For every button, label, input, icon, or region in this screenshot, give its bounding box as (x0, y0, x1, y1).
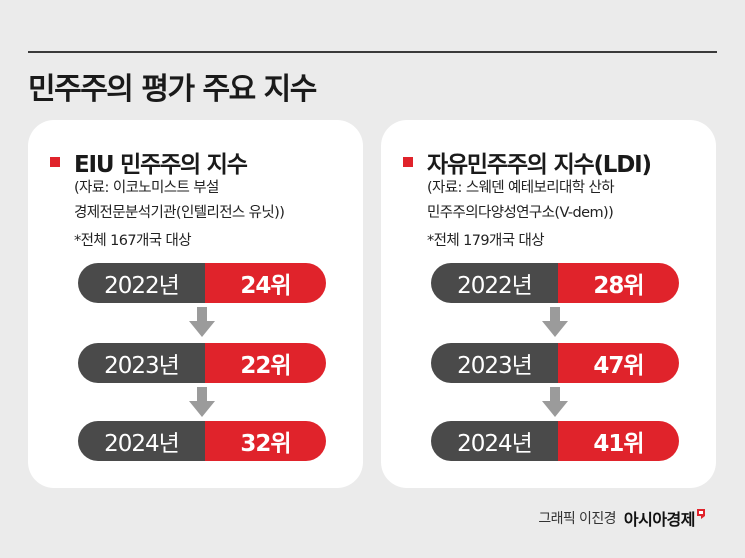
scope-note: *전체 167개국 대상 (74, 233, 192, 249)
source-line: (자료: 이코노미스트 부설 (74, 180, 219, 196)
year-label: 2024년 (78, 421, 205, 461)
rank-row: 2023년 47위 (431, 343, 679, 383)
top-rule (28, 51, 717, 53)
square-bullet (403, 157, 413, 167)
eiu-index-card: EIU 민주주의 지수 (자료: 이코노미스트 부설 경제전문분석기관(인텔리전… (28, 120, 363, 488)
source-text: (자료: 스웨덴 예테보리대학 산하 민주주의다양성연구소(V-dem)) (427, 176, 615, 226)
rank-value: 32위 (205, 421, 326, 461)
rank-row: 2023년 22위 (78, 343, 326, 383)
year-label: 2022년 (78, 263, 205, 303)
graphic-credit: 그래픽 이진경 (538, 511, 616, 527)
source-line: 경제전문분석기관(인텔리전스 유닛)) (74, 205, 285, 221)
rank-row: 2024년 41위 (431, 421, 679, 461)
source-line: 민주주의다양성연구소(V-dem)) (427, 205, 614, 221)
scope-note: *전체 179개국 대상 (427, 233, 545, 249)
card-title: 자유민주주의 지수(LDI) (427, 152, 652, 178)
year-label: 2023년 (78, 343, 205, 383)
page-title: 민주주의 평가 주요 지수 (28, 72, 317, 107)
credit: 그래픽 이진경 아시아경제 (538, 506, 705, 530)
ldi-index-card: 자유민주주의 지수(LDI) (자료: 스웨덴 예테보리대학 산하 민주주의다양… (381, 120, 716, 488)
card-title: EIU 민주주의 지수 (74, 152, 248, 178)
rank-value: 47위 (558, 343, 679, 383)
brand-logo: 아시아경제 (623, 510, 696, 529)
card-header: 자유민주주의 지수(LDI) (403, 145, 652, 179)
down-arrow-icon (189, 307, 215, 337)
year-label: 2023년 (431, 343, 558, 383)
rank-row: 2022년 24위 (78, 263, 326, 303)
rank-value: 24위 (205, 263, 326, 303)
rank-value: 28위 (558, 263, 679, 303)
year-label: 2024년 (431, 421, 558, 461)
rank-row: 2022년 28위 (431, 263, 679, 303)
source-text: (자료: 이코노미스트 부설 경제전문분석기관(인텔리전스 유닛)) (74, 176, 285, 226)
rank-value: 22위 (205, 343, 326, 383)
brand-mark-icon (697, 509, 705, 519)
down-arrow-icon (542, 307, 568, 337)
down-arrow-icon (189, 387, 215, 417)
card-header: EIU 민주주의 지수 (50, 145, 248, 179)
square-bullet (50, 157, 60, 167)
source-line: (자료: 스웨덴 예테보리대학 산하 (427, 180, 615, 196)
rank-row: 2024년 32위 (78, 421, 326, 461)
down-arrow-icon (542, 387, 568, 417)
year-label: 2022년 (431, 263, 558, 303)
rank-value: 41위 (558, 421, 679, 461)
